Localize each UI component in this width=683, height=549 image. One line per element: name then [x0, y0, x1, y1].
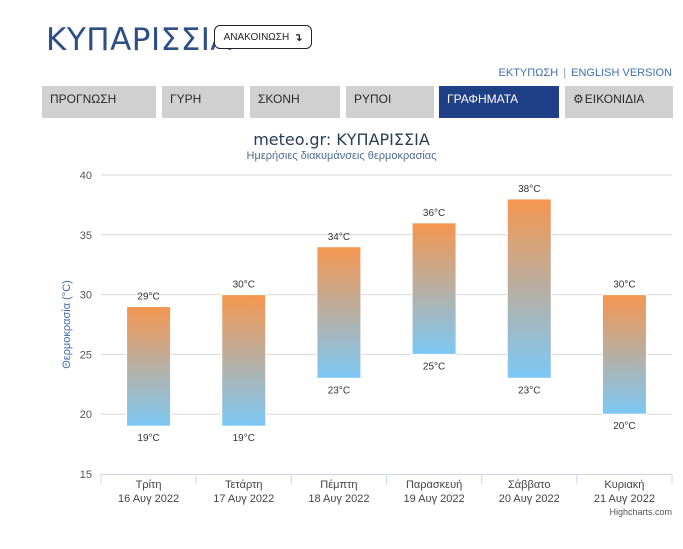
tab-pollen[interactable]: ΓΥΡΗ [162, 86, 244, 118]
high-value-label: 30°C [613, 280, 635, 291]
x-tick-date: 17 Αυγ 2022 [213, 493, 274, 505]
link-separator: | [563, 67, 567, 79]
y-tick-label: 25 [80, 349, 92, 361]
y-tick-label: 30 [80, 290, 92, 302]
x-tick-day: Πέμπτη [320, 479, 357, 491]
main-nav: ΠΡΟΓΝΩΣΗ ΓΥΡΗ ΣΚΟΝΗ ΡΥΠΟΙ ΓΡΑΦΗΜΑΤΑ ⚙ΕΙΚ… [42, 86, 673, 118]
range-bar[interactable] [601, 294, 647, 415]
x-tick-day: Κυριακή [604, 479, 644, 491]
tab-pollutants[interactable]: ΡΥΠΟΙ [346, 86, 434, 118]
highcharts-credits[interactable]: Highcharts.com [609, 507, 672, 517]
site-title: ΚΥΠΑΡΙΣΣΙΑ [46, 22, 233, 58]
range-bar[interactable] [316, 246, 362, 379]
announcement-button[interactable]: ΑΝΑΚΟΙΝΩΣΗ ↴ [214, 25, 312, 49]
x-tick-date: 19 Αυγ 2022 [404, 493, 465, 505]
x-tick-day: Τετάρτη [225, 479, 263, 491]
english-version-link[interactable]: ENGLISH VERSION [571, 67, 672, 79]
top-links: ΕΚΤΥΠΩΣΗ | ENGLISH VERSION [499, 67, 672, 79]
x-tick-day: Τρίτη [136, 479, 162, 491]
y-tick-label: 15 [80, 469, 92, 481]
y-tick-label: 40 [80, 170, 92, 182]
low-value-label: 23°C [518, 385, 540, 396]
high-value-label: 34°C [328, 232, 350, 243]
tab-label: ΣΚΟΝΗ [258, 92, 300, 106]
print-link[interactable]: ΕΚΤΥΠΩΣΗ [498, 67, 559, 79]
low-value-label: 25°C [423, 361, 445, 372]
tab-label: ΠΡΟΓΝΩΣΗ [50, 92, 117, 106]
tab-label: ΓΡΑΦΗΜΑΤΑ [447, 92, 519, 106]
range-bar[interactable] [411, 222, 457, 355]
arrow-turn-down-icon: ↴ [293, 31, 303, 44]
high-value-label: 30°C [233, 280, 255, 291]
announcement-label: ΑΝΑΚΟΙΝΩΣΗ [223, 31, 290, 43]
low-value-label: 19°C [137, 433, 159, 444]
tab-label: ΕΙΚΟΝΙΔΙΑ [584, 92, 645, 106]
y-axis-title: Θερμοκρασία (°C) [61, 280, 73, 369]
y-tick-label: 20 [80, 409, 92, 421]
gear-icon: ⚙ [573, 92, 584, 106]
y-tick-label: 35 [80, 230, 92, 242]
low-value-label: 23°C [328, 385, 350, 396]
tab-dust[interactable]: ΣΚΟΝΗ [250, 86, 340, 118]
tab-icons[interactable]: ⚙ΕΙΚΟΝΙΔΙΑ [565, 86, 673, 118]
high-value-label: 29°C [137, 292, 159, 303]
tab-graphs[interactable]: ΓΡΑΦΗΜΑΤΑ [439, 86, 559, 118]
x-tick-day: Παρασκευή [406, 479, 462, 491]
x-tick-date: 21 Αυγ 2022 [594, 493, 655, 505]
tab-label: ΓΥΡΗ [170, 92, 202, 106]
high-value-label: 36°C [423, 208, 445, 219]
x-tick-date: 18 Αυγ 2022 [308, 493, 369, 505]
tab-label: ΡΥΠΟΙ [354, 92, 392, 106]
tab-forecast[interactable]: ΠΡΟΓΝΩΣΗ [42, 86, 156, 118]
x-tick-date: 16 Αυγ 2022 [118, 493, 179, 505]
range-bar[interactable] [221, 294, 267, 427]
chart-subtitle: Ημερήσιες διακυμάνσεις θερμοκρασίας [246, 150, 437, 162]
low-value-label: 19°C [233, 433, 255, 444]
range-bar[interactable] [506, 198, 552, 379]
x-tick-day: Σάββατο [508, 479, 550, 491]
high-value-label: 38°C [518, 184, 540, 195]
low-value-label: 20°C [613, 421, 635, 432]
range-bar[interactable] [126, 306, 172, 427]
chart-title: meteo.gr: ΚΥΠΑΡΙΣΣΙΑ [253, 130, 430, 149]
x-tick-date: 20 Αυγ 2022 [499, 493, 560, 505]
